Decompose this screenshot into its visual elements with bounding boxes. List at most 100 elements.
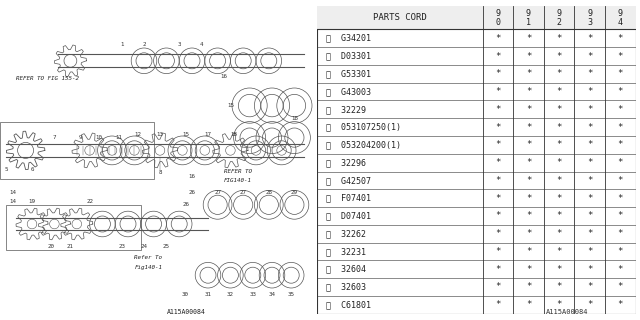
Text: 16: 16 bbox=[189, 173, 195, 179]
Text: 26: 26 bbox=[189, 189, 195, 195]
Text: *: * bbox=[587, 87, 592, 96]
Text: 13: 13 bbox=[157, 132, 163, 137]
Text: *: * bbox=[618, 229, 623, 238]
Text: *: * bbox=[495, 300, 500, 309]
Text: 18: 18 bbox=[230, 132, 237, 137]
Text: *: * bbox=[495, 212, 500, 220]
Text: 8: 8 bbox=[158, 170, 162, 175]
Text: Refer To: Refer To bbox=[134, 255, 163, 260]
Text: ⑤  32229: ⑤ 32229 bbox=[326, 105, 366, 114]
Text: *: * bbox=[556, 265, 562, 274]
Text: *: * bbox=[525, 283, 531, 292]
Text: *: * bbox=[618, 34, 623, 43]
Text: *: * bbox=[525, 194, 531, 203]
Text: *: * bbox=[495, 105, 500, 114]
Text: ⑦  053204200(1): ⑦ 053204200(1) bbox=[326, 140, 401, 149]
Text: *: * bbox=[587, 140, 592, 149]
Text: *: * bbox=[495, 140, 500, 149]
Text: ⑫  32262: ⑫ 32262 bbox=[326, 229, 366, 238]
Text: ①  G34201: ① G34201 bbox=[326, 34, 371, 43]
Text: *: * bbox=[587, 105, 592, 114]
Text: 15: 15 bbox=[227, 103, 234, 108]
Text: 9
1: 9 1 bbox=[526, 9, 531, 27]
Text: 23: 23 bbox=[118, 244, 125, 249]
Text: *: * bbox=[618, 212, 623, 220]
Text: *: * bbox=[556, 229, 562, 238]
Text: *: * bbox=[556, 69, 562, 78]
Text: *: * bbox=[618, 158, 623, 167]
Text: *: * bbox=[495, 34, 500, 43]
Text: *: * bbox=[556, 212, 562, 220]
Text: 4: 4 bbox=[200, 42, 204, 47]
Text: REFER TO: REFER TO bbox=[224, 169, 252, 174]
Text: *: * bbox=[556, 176, 562, 185]
Text: *: * bbox=[495, 283, 500, 292]
Text: *: * bbox=[587, 52, 592, 60]
Text: ⑥  053107250(1): ⑥ 053107250(1) bbox=[326, 123, 401, 132]
Text: *: * bbox=[495, 176, 500, 185]
Text: 31: 31 bbox=[205, 292, 211, 297]
Text: *: * bbox=[495, 194, 500, 203]
Text: *: * bbox=[525, 34, 531, 43]
Text: *: * bbox=[587, 158, 592, 167]
Text: 16: 16 bbox=[221, 74, 227, 79]
Text: *: * bbox=[525, 140, 531, 149]
Text: *: * bbox=[525, 87, 531, 96]
Text: *: * bbox=[587, 300, 592, 309]
Text: 9
2: 9 2 bbox=[557, 9, 561, 27]
Text: 14: 14 bbox=[10, 199, 16, 204]
Text: 22: 22 bbox=[86, 199, 93, 204]
Text: A115A00084: A115A00084 bbox=[166, 308, 205, 315]
Text: *: * bbox=[556, 52, 562, 60]
Text: *: * bbox=[556, 283, 562, 292]
Text: 25: 25 bbox=[163, 244, 170, 249]
Text: 24: 24 bbox=[141, 244, 147, 249]
Text: *: * bbox=[556, 300, 562, 309]
Text: 9
4: 9 4 bbox=[618, 9, 623, 27]
Text: *: * bbox=[556, 247, 562, 256]
Text: *: * bbox=[525, 229, 531, 238]
Text: 32: 32 bbox=[227, 292, 234, 297]
Text: 29: 29 bbox=[291, 189, 298, 195]
Text: *: * bbox=[495, 158, 500, 167]
Text: 28: 28 bbox=[266, 189, 272, 195]
Text: ⑨  G42507: ⑨ G42507 bbox=[326, 176, 371, 185]
Text: *: * bbox=[525, 300, 531, 309]
Text: 26: 26 bbox=[182, 202, 189, 207]
Text: *: * bbox=[495, 229, 500, 238]
Text: 14: 14 bbox=[10, 189, 16, 195]
Text: *: * bbox=[556, 123, 562, 132]
Text: *: * bbox=[495, 87, 500, 96]
Text: *: * bbox=[618, 247, 623, 256]
Text: *: * bbox=[556, 105, 562, 114]
Text: *: * bbox=[556, 194, 562, 203]
Text: A115A00084: A115A00084 bbox=[547, 308, 589, 315]
Text: 5: 5 bbox=[4, 167, 8, 172]
Text: ③  G53301: ③ G53301 bbox=[326, 69, 371, 78]
Text: *: * bbox=[525, 212, 531, 220]
Text: *: * bbox=[618, 300, 623, 309]
Text: 2: 2 bbox=[142, 42, 146, 47]
Text: 6: 6 bbox=[30, 167, 34, 172]
Text: 11: 11 bbox=[115, 135, 122, 140]
Text: *: * bbox=[618, 194, 623, 203]
Text: *: * bbox=[495, 123, 500, 132]
Text: *: * bbox=[587, 212, 592, 220]
Text: 17: 17 bbox=[205, 132, 211, 137]
Text: *: * bbox=[525, 52, 531, 60]
Text: ⑬  32231: ⑬ 32231 bbox=[326, 247, 366, 256]
Text: 12: 12 bbox=[134, 132, 141, 137]
Text: *: * bbox=[495, 247, 500, 256]
Text: *: * bbox=[495, 69, 500, 78]
Text: *: * bbox=[618, 123, 623, 132]
Text: 19: 19 bbox=[29, 199, 35, 204]
Text: 30: 30 bbox=[182, 292, 189, 297]
Text: *: * bbox=[525, 265, 531, 274]
Text: *: * bbox=[587, 229, 592, 238]
Text: ⑧  32296: ⑧ 32296 bbox=[326, 158, 366, 167]
Text: *: * bbox=[587, 194, 592, 203]
Text: *: * bbox=[587, 283, 592, 292]
Text: 3: 3 bbox=[177, 42, 181, 47]
Text: 27: 27 bbox=[214, 189, 221, 195]
Text: 34: 34 bbox=[269, 292, 275, 297]
